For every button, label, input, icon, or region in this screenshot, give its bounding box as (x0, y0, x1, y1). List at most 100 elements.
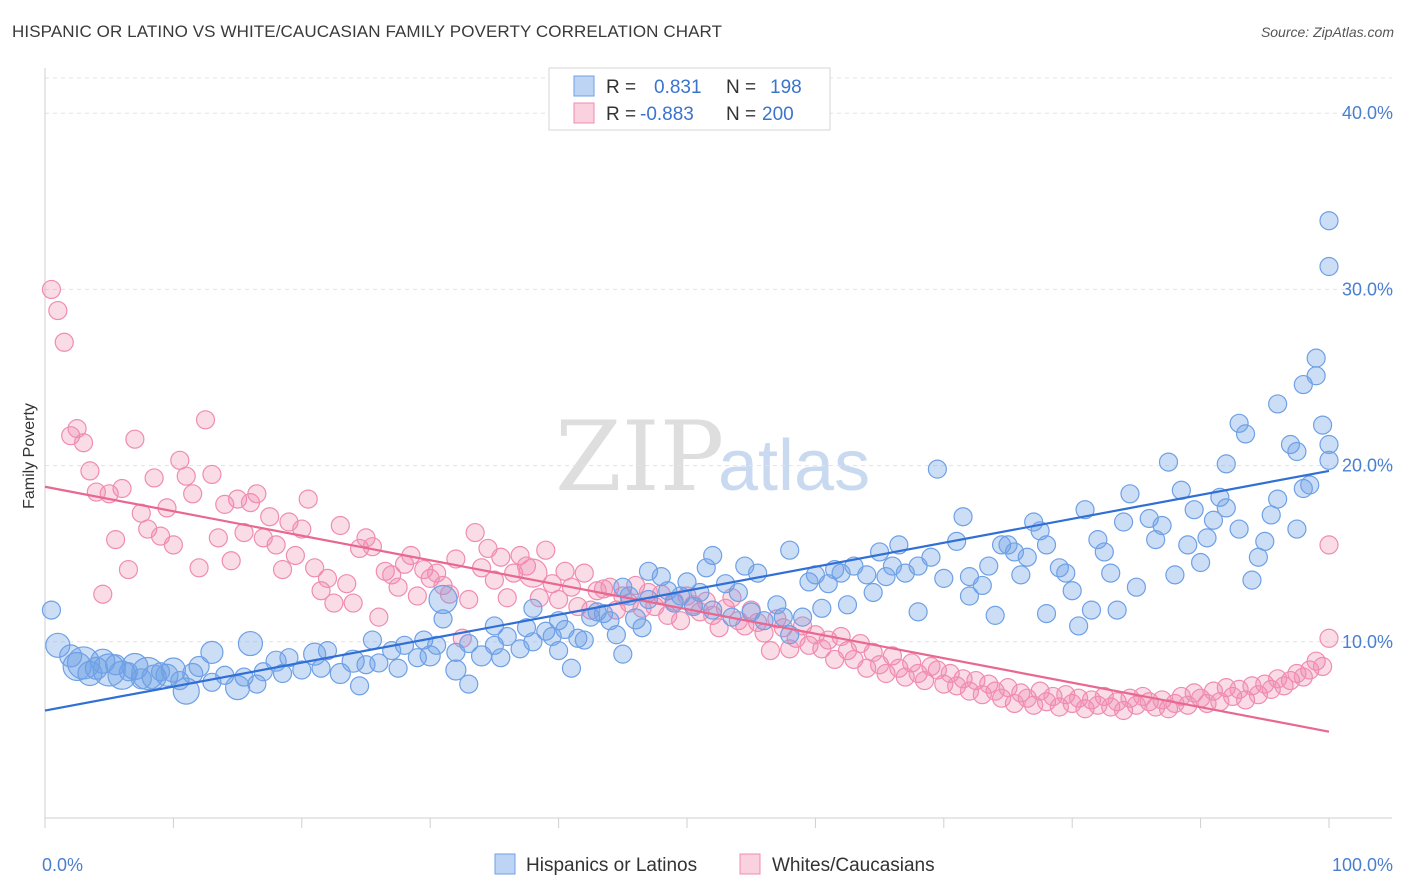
data-point (272, 559, 293, 580)
data-point (812, 598, 832, 618)
data-point (1306, 651, 1326, 671)
data-point (189, 558, 209, 578)
data-point (1024, 695, 1044, 715)
series-legend: Hispanics or Latinos Whites/Caucasians (494, 853, 935, 876)
data-point (176, 466, 196, 486)
data-point (638, 561, 659, 581)
data-point (1319, 628, 1339, 648)
legend-r-label-1: R = (606, 77, 636, 98)
data-point (959, 681, 980, 701)
data-point (1319, 434, 1339, 455)
data-point (1184, 683, 1204, 703)
data-point (876, 567, 896, 587)
data-point (1216, 454, 1236, 474)
legend-n-label-2: N = (726, 104, 756, 125)
x-tick-label-max: 100.0% (1332, 855, 1393, 875)
data-point (536, 540, 556, 560)
data-point (927, 660, 947, 680)
data-point (979, 556, 999, 576)
data-point (1312, 656, 1333, 677)
data-point (991, 688, 1012, 708)
data-point (266, 535, 286, 555)
y-tick-label: 30.0% (1342, 279, 1393, 299)
data-point (1235, 424, 1256, 444)
data-point (1306, 366, 1326, 386)
data-point (1229, 413, 1249, 433)
data-point (388, 577, 408, 597)
data-point (292, 660, 312, 680)
data-point (1197, 528, 1217, 548)
data-point (228, 489, 248, 509)
x-tick-label-min: 0.0% (42, 855, 83, 875)
data-point (568, 628, 588, 648)
data-point (234, 522, 254, 543)
data-point (419, 645, 441, 667)
source-label: Source: ZipAtlas.com (1260, 24, 1394, 40)
data-point (1062, 693, 1082, 714)
data-point (144, 468, 164, 488)
data-point (709, 618, 729, 638)
data-point (857, 565, 877, 585)
data-point (1101, 563, 1121, 583)
bottom-legend-swatch-blue (494, 853, 516, 875)
data-point (985, 605, 1005, 625)
data-point (330, 515, 350, 536)
y-tick-label: 10.0% (1342, 632, 1393, 652)
data-point (863, 642, 883, 662)
data-point (773, 607, 793, 627)
data-point (1184, 500, 1204, 520)
data-point (1146, 530, 1166, 550)
data-point (298, 489, 318, 509)
data-point (696, 558, 716, 578)
data-point (311, 581, 331, 601)
data-point (613, 644, 633, 664)
data-point (1004, 693, 1025, 714)
data-point (536, 621, 556, 641)
data-point (972, 575, 992, 596)
data-point (208, 528, 228, 548)
series-whites-caucasians (41, 279, 1339, 721)
data-point (523, 632, 543, 652)
data-point (160, 657, 186, 683)
data-point (80, 461, 100, 481)
data-point (722, 588, 742, 608)
data-point (1049, 697, 1069, 717)
data-point (237, 630, 264, 657)
y-tick-label: 40.0% (1342, 103, 1393, 123)
data-point (459, 589, 479, 610)
data-point (369, 607, 389, 627)
data-point (317, 641, 338, 661)
data-point (1030, 681, 1050, 701)
bottom-legend-swatch-pink (739, 853, 761, 875)
data-point (953, 507, 973, 527)
data-point (792, 607, 813, 627)
data-point (1088, 530, 1108, 550)
data-point (407, 586, 427, 606)
data-point (59, 644, 83, 668)
data-point (93, 584, 113, 604)
y-axis-label: Family Poverty (21, 403, 38, 509)
data-point (195, 410, 216, 430)
chart-title: HISPANIC OR LATINO VS WHITE/CAUCASIAN FA… (12, 22, 723, 41)
data-point (491, 648, 511, 668)
x-tick-labels: 0.0% 100.0% (42, 855, 1393, 875)
data-point (292, 519, 312, 539)
data-point (188, 655, 210, 678)
data-point (1248, 685, 1268, 705)
data-point (279, 648, 299, 668)
data-point (285, 545, 305, 566)
axes (44, 68, 1392, 828)
data-point (632, 618, 652, 638)
data-point (895, 667, 915, 687)
data-point (445, 659, 467, 681)
data-point (1255, 674, 1275, 694)
data-point (369, 653, 389, 673)
data-point (1319, 256, 1339, 277)
data-point (1081, 690, 1102, 710)
bottom-legend-label-2: Whites/Caucasians (772, 855, 935, 876)
data-point (1319, 535, 1339, 555)
data-point (112, 478, 132, 499)
data-point (1081, 600, 1102, 620)
data-point (523, 598, 543, 618)
data-point (1242, 570, 1262, 590)
